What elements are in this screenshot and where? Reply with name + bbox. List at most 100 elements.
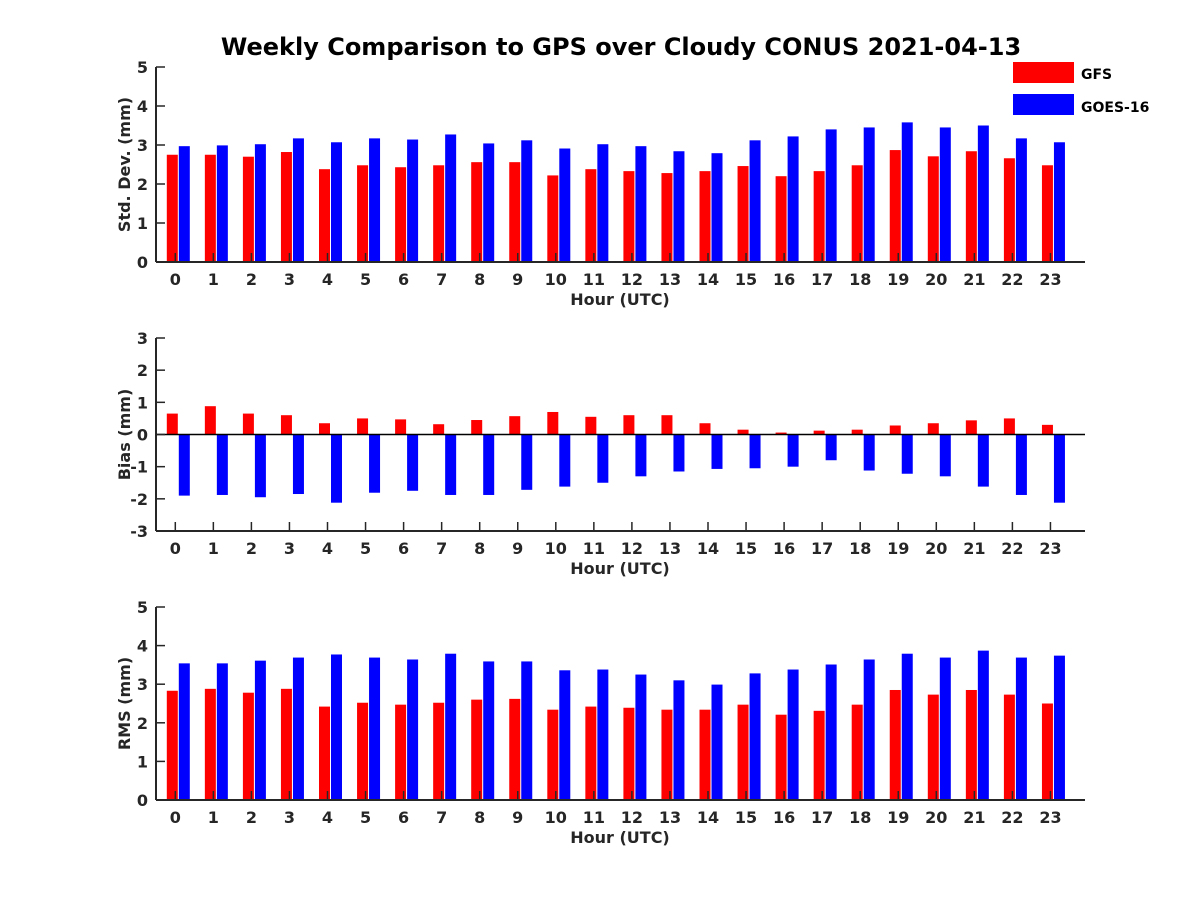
bias-ytick-label: -2: [130, 490, 148, 509]
rms-xtick-label: 5: [360, 808, 371, 827]
rms-bar-goes16-1: [216, 663, 228, 800]
bias-bar-gfs-12: [623, 415, 635, 435]
bias-ytick-label: 1: [137, 393, 148, 412]
rms-ytick-label: 4: [137, 637, 148, 656]
stddev-xlabel: Hour (UTC): [570, 290, 670, 309]
stddev-bar-goes16-10: [559, 148, 571, 262]
rms-bar-gfs-21: [965, 689, 977, 800]
rms-bar-goes16-20: [939, 657, 951, 800]
stddev-xtick-label: 12: [621, 270, 643, 289]
rms-bar-gfs-13: [661, 709, 673, 800]
rms-bar-goes16-11: [597, 669, 609, 800]
rms-bar-gfs-19: [889, 689, 901, 800]
bias-xtick-label: 6: [398, 539, 409, 558]
rms-xtick-label: 6: [398, 808, 409, 827]
stddev-bar-goes16-1: [216, 145, 228, 262]
stddev-xtick-label: 17: [811, 270, 833, 289]
bias-bar-goes16-4: [331, 434, 342, 503]
legend-label-goes16: GOES-16: [1081, 100, 1149, 116]
rms-bar-gfs-2: [242, 692, 254, 800]
stddev-xtick-label: 0: [170, 270, 181, 289]
stddev-bar-goes16-22: [1015, 138, 1027, 262]
bias-bar-goes16-6: [407, 434, 419, 491]
rms-xtick-label: 3: [284, 808, 295, 827]
rms-bar-goes16-21: [977, 650, 989, 800]
rms-xtick-label: 22: [1001, 808, 1023, 827]
bias-bar-gfs-11: [585, 416, 597, 435]
rms-bar-goes16-10: [559, 670, 571, 800]
stddev-bar-goes16-6: [407, 139, 419, 262]
bias-xlabel: Hour (UTC): [570, 559, 670, 578]
rms-bar-goes16-8: [483, 661, 495, 800]
stddev-bar-gfs-20: [927, 156, 939, 262]
stddev-bar-goes16-16: [787, 136, 799, 262]
bias-xtick-label: 8: [474, 539, 485, 558]
bias-bar-goes16-20: [939, 434, 951, 477]
stddev-ytick-label: 2: [137, 175, 148, 194]
rms-bar-gfs-16: [775, 714, 787, 800]
bias-xtick-label: 18: [849, 539, 871, 558]
stddev-ytick-label: 3: [137, 136, 148, 155]
stddev-bar-goes16-18: [863, 127, 875, 262]
bias-bar-gfs-13: [661, 415, 673, 435]
bias-bar-goes16-11: [597, 434, 609, 483]
rms-ytick-label: 5: [137, 598, 148, 617]
rms-bar-goes16-15: [749, 673, 761, 800]
stddev-xtick-label: 2: [246, 270, 257, 289]
rms-bar-goes16-4: [331, 654, 342, 800]
stddev-xtick-label: 7: [436, 270, 447, 289]
stddev-xtick-label: 11: [583, 270, 605, 289]
stddev-bar-gfs-7: [433, 165, 445, 262]
bias-bar-goes16-7: [445, 434, 457, 495]
stddev-bar-goes16-17: [825, 129, 837, 262]
bias-bar-goes16-2: [254, 434, 266, 498]
bias-xtick-label: 10: [545, 539, 567, 558]
stddev-bar-goes16-23: [1053, 142, 1065, 262]
stddev-bar-gfs-11: [585, 169, 597, 262]
rms-xtick-label: 20: [925, 808, 947, 827]
stddev-bar-gfs-19: [889, 150, 901, 262]
bias-xtick-label: 5: [360, 539, 371, 558]
bias-bar-goes16-14: [711, 434, 723, 469]
rms-xtick-label: 7: [436, 808, 447, 827]
bias-bar-gfs-15: [737, 429, 749, 435]
stddev-bar-gfs-17: [813, 171, 825, 262]
rms-bar-goes16-3: [292, 657, 304, 800]
bias-bar-goes16-10: [559, 434, 571, 487]
bias-xtick-label: 2: [246, 539, 257, 558]
stddev-xtick-label: 13: [659, 270, 681, 289]
stddev-xtick-label: 15: [735, 270, 757, 289]
rms-bar-gfs-0: [166, 690, 178, 800]
stddev-bar-goes16-5: [369, 138, 381, 262]
stddev-bar-goes16-20: [939, 127, 951, 262]
bias-xtick-label: 20: [925, 539, 947, 558]
rms-bar-goes16-13: [673, 680, 685, 800]
stddev-bar-gfs-13: [661, 173, 673, 262]
rms-bar-gfs-17: [813, 710, 825, 800]
rms-bar-goes16-2: [254, 660, 266, 800]
bias-bar-goes16-8: [483, 434, 495, 495]
rms-xtick-label: 11: [583, 808, 605, 827]
rms-bar-gfs-10: [547, 709, 559, 800]
bias-bar-goes16-21: [977, 434, 989, 487]
bias-xtick-label: 22: [1001, 539, 1023, 558]
rms-bar-goes16-19: [901, 653, 913, 800]
stddev-bar-gfs-22: [1003, 158, 1015, 262]
bias-ytick-label: 0: [137, 426, 148, 445]
stddev-bar-gfs-14: [699, 171, 711, 262]
stddev-bar-goes16-11: [597, 144, 609, 262]
rms-bar-gfs-18: [851, 704, 863, 800]
rms-ytick-label: 2: [137, 714, 148, 733]
rms-bar-gfs-11: [585, 706, 597, 800]
bias-ytick-label: -1: [130, 458, 148, 477]
stddev-ytick-label: 4: [137, 97, 148, 116]
rms-ytick-label: 3: [137, 675, 148, 694]
stddev-bar-goes16-9: [521, 140, 533, 262]
stddev-bar-goes16-15: [749, 140, 761, 262]
rms-bar-gfs-12: [623, 707, 635, 800]
rms-bar-goes16-9: [521, 661, 533, 800]
bias-xtick-label: 3: [284, 539, 295, 558]
bias-bar-goes16-18: [863, 434, 875, 471]
